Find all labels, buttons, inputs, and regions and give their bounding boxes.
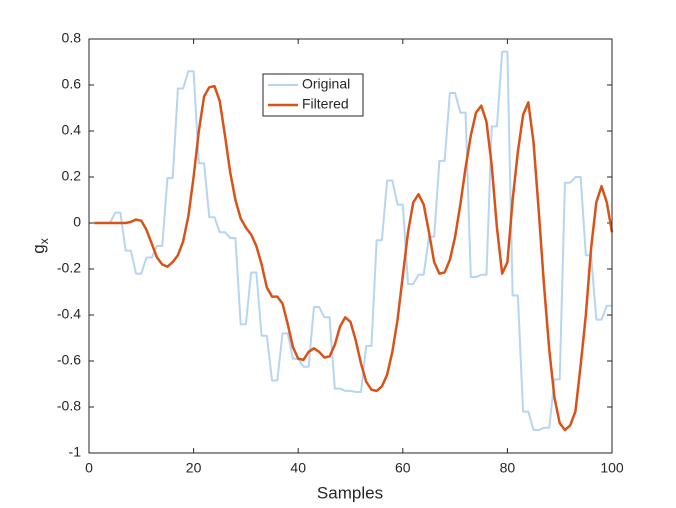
y-tick-label: 0.2 (62, 168, 82, 184)
legend-label: Original (302, 76, 350, 92)
y-axis-label-subscript: x (37, 238, 51, 244)
y-tick-label: -0.6 (57, 352, 81, 368)
y-tick-label: 0.8 (62, 30, 82, 46)
y-tick-label: -0.4 (57, 306, 81, 322)
y-axis-label-main: g (29, 244, 48, 253)
x-axis-label: Samples (317, 483, 383, 502)
y-tick-label: 0 (73, 214, 81, 230)
y-tick-label: 0.6 (62, 76, 82, 92)
x-tick-label: 100 (600, 460, 624, 476)
y-axis-label: gx (29, 238, 51, 253)
y-tick-label: -0.8 (57, 398, 81, 414)
y-tick-label: 0.4 (62, 122, 82, 138)
y-tick-label: -1 (69, 444, 82, 460)
x-tick-label: 20 (186, 460, 202, 476)
y-tick-label: -0.2 (57, 260, 81, 276)
x-tick-label: 40 (290, 460, 306, 476)
x-tick-label: 80 (500, 460, 516, 476)
legend-box (262, 73, 364, 117)
x-tick-label: 0 (85, 460, 93, 476)
x-tick-label: 60 (395, 460, 411, 476)
series-line (94, 84, 614, 432)
legend-label: Filtered (302, 96, 349, 112)
plot-frame (88, 38, 613, 454)
series-line (94, 50, 612, 431)
